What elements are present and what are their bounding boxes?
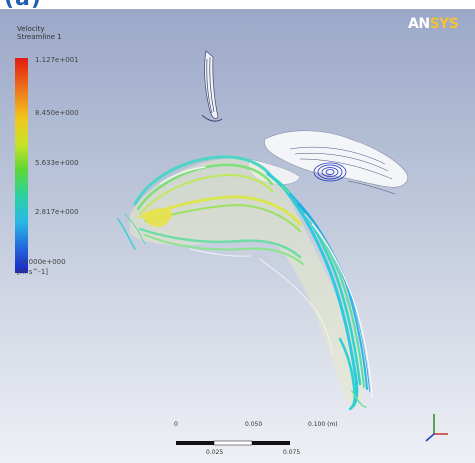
colorbar [15,58,28,273]
scale-bar [176,440,290,446]
nasal-streamlines [117,155,373,411]
scale-label-0: 0 [174,421,178,428]
legend-tick-min: 0.000e+000 [22,258,66,266]
upper-structure [201,50,223,122]
scale-label-max: 0.100 (m) [308,421,338,428]
legend-tick-max: 1.127e+001 [35,56,79,64]
streamline-plot [117,50,448,446]
xyz-axes-icon [425,414,448,442]
scale-sublabel-2: 0.075 [283,449,301,456]
legend-tick-3: 5.633e+000 [35,159,79,167]
ansys-logo: ANSYS [408,16,459,32]
legend-tick-2: 8.450e+000 [35,109,79,117]
cfd-viewport[interactable]: Velocity Streamline 1 1.127e+001 8.450e+… [0,9,475,463]
scale-label-mid: 0.050 [245,421,263,428]
legend-unit: [m s^-1] [17,268,48,276]
figure-header: (a) [0,0,475,11]
legend-plot-name: Streamline 1 [17,33,62,41]
scale-sublabel-1: 0.025 [206,449,224,456]
legend-tick-4: 2.817e+000 [35,208,79,216]
figure-label: (a) [4,0,42,11]
legend-variable: Velocity [17,25,45,33]
